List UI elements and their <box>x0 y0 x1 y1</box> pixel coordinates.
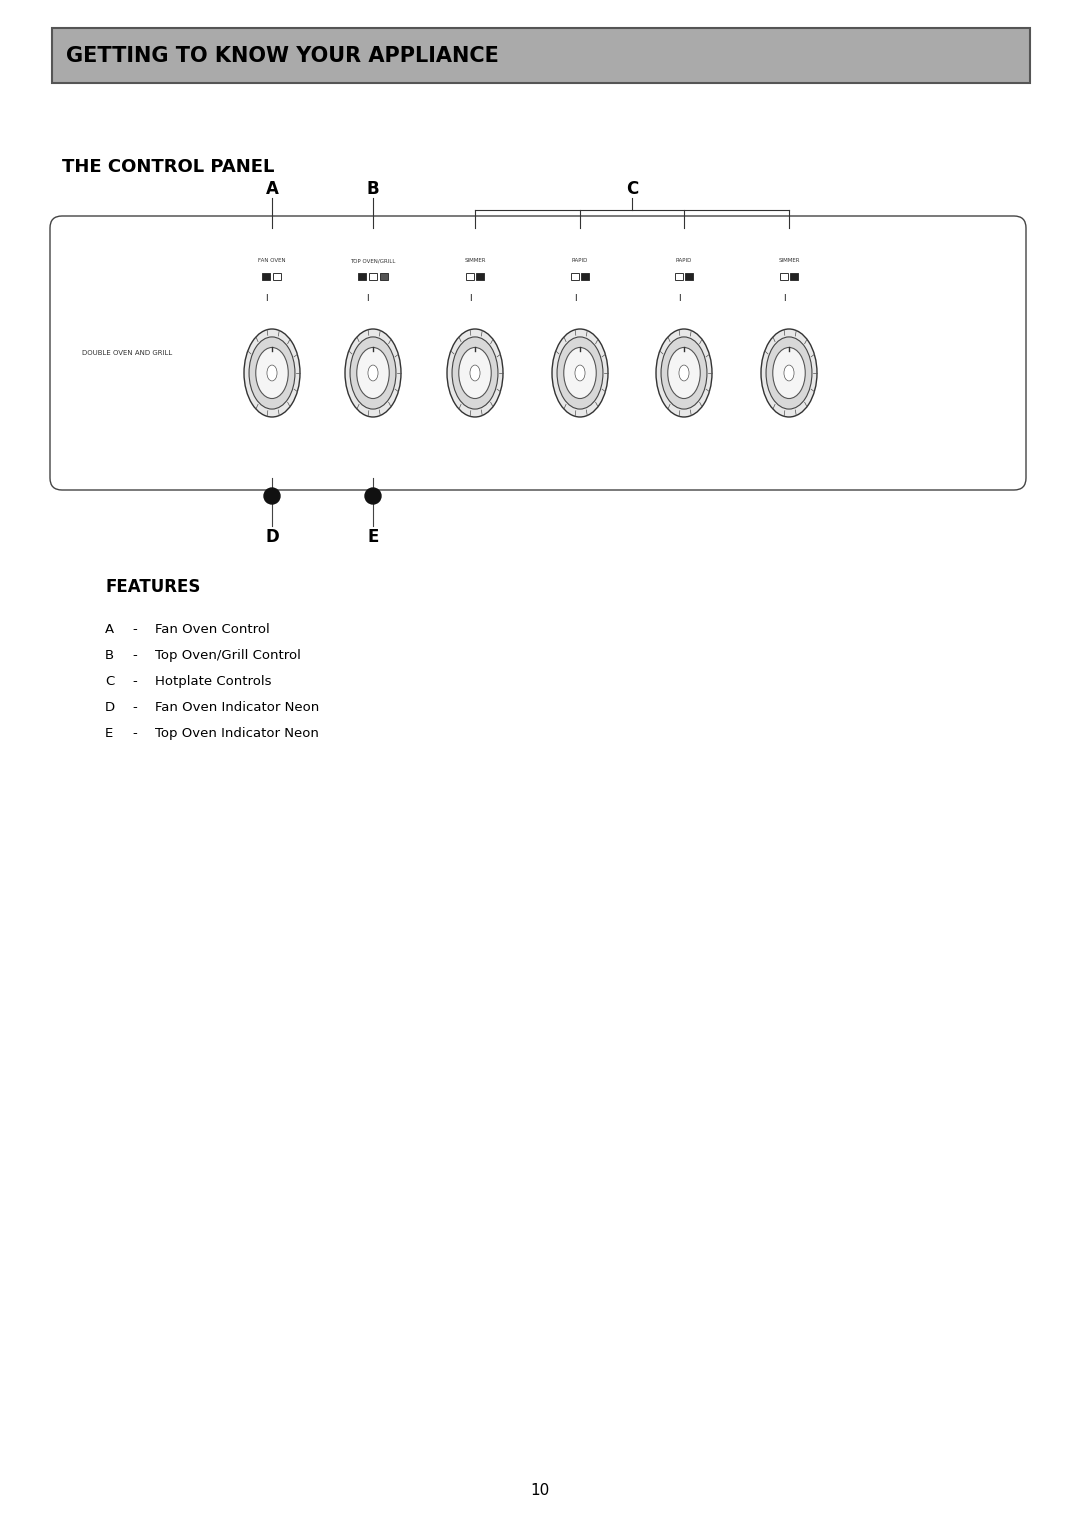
Text: Hotplate Controls: Hotplate Controls <box>156 675 271 688</box>
Text: TOP OVEN/GRILL: TOP OVEN/GRILL <box>350 258 395 263</box>
Text: -: - <box>132 701 137 714</box>
Bar <box>273 274 281 280</box>
Ellipse shape <box>773 347 806 399</box>
Text: Fan Oven Control: Fan Oven Control <box>156 623 270 636</box>
Circle shape <box>264 487 280 504</box>
Ellipse shape <box>575 365 585 380</box>
Circle shape <box>365 487 381 504</box>
Ellipse shape <box>679 365 689 380</box>
Text: GETTING TO KNOW YOUR APPLIANCE: GETTING TO KNOW YOUR APPLIANCE <box>66 46 499 66</box>
Ellipse shape <box>244 329 300 417</box>
Text: FAN OVEN: FAN OVEN <box>258 258 286 263</box>
Text: -: - <box>132 727 137 740</box>
Text: FEATURES: FEATURES <box>105 578 201 596</box>
Ellipse shape <box>557 336 603 410</box>
Text: B: B <box>105 649 114 662</box>
Text: C: C <box>626 180 638 199</box>
Bar <box>380 274 388 280</box>
Ellipse shape <box>470 365 480 380</box>
Bar <box>581 274 589 280</box>
Text: E: E <box>105 727 113 740</box>
Ellipse shape <box>356 347 389 399</box>
Text: THE CONTROL PANEL: THE CONTROL PANEL <box>62 157 274 176</box>
Text: E: E <box>367 529 379 545</box>
Bar <box>685 274 693 280</box>
Text: 10: 10 <box>530 1484 550 1497</box>
Text: D: D <box>265 529 279 545</box>
Text: Top Oven Indicator Neon: Top Oven Indicator Neon <box>156 727 319 740</box>
Ellipse shape <box>661 336 707 410</box>
Text: B: B <box>367 180 379 199</box>
Ellipse shape <box>656 329 712 417</box>
Ellipse shape <box>249 336 295 410</box>
Text: SIMMER: SIMMER <box>779 258 800 263</box>
Bar <box>465 274 474 280</box>
Text: D: D <box>105 701 116 714</box>
Text: I: I <box>783 293 785 303</box>
Text: I: I <box>469 293 471 303</box>
Text: I: I <box>265 293 268 303</box>
Text: A: A <box>105 623 114 636</box>
Ellipse shape <box>667 347 700 399</box>
Ellipse shape <box>368 365 378 380</box>
Ellipse shape <box>564 347 596 399</box>
Text: I: I <box>366 293 368 303</box>
Bar <box>571 274 579 280</box>
Text: -: - <box>132 675 137 688</box>
Ellipse shape <box>267 365 278 380</box>
Ellipse shape <box>552 329 608 417</box>
Bar <box>476 274 484 280</box>
Text: C: C <box>105 675 114 688</box>
Text: RAPID: RAPID <box>676 258 692 263</box>
Bar <box>369 274 377 280</box>
Text: A: A <box>266 180 279 199</box>
Text: RAPID: RAPID <box>571 258 589 263</box>
FancyBboxPatch shape <box>50 215 1026 490</box>
Ellipse shape <box>459 347 491 399</box>
Text: Top Oven/Grill Control: Top Oven/Grill Control <box>156 649 301 662</box>
Bar <box>789 274 798 280</box>
Text: DOUBLE OVEN AND GRILL: DOUBLE OVEN AND GRILL <box>82 350 172 356</box>
Ellipse shape <box>766 336 812 410</box>
Ellipse shape <box>350 336 396 410</box>
Text: -: - <box>132 623 137 636</box>
Ellipse shape <box>256 347 288 399</box>
Ellipse shape <box>345 329 401 417</box>
Ellipse shape <box>784 365 794 380</box>
Ellipse shape <box>447 329 503 417</box>
Bar <box>780 274 788 280</box>
Bar <box>359 274 366 280</box>
Ellipse shape <box>761 329 816 417</box>
Text: -: - <box>132 649 137 662</box>
Text: I: I <box>573 293 577 303</box>
Bar <box>262 274 270 280</box>
Text: Fan Oven Indicator Neon: Fan Oven Indicator Neon <box>156 701 320 714</box>
FancyBboxPatch shape <box>52 28 1030 83</box>
Text: SIMMER: SIMMER <box>464 258 486 263</box>
Bar <box>675 274 683 280</box>
Ellipse shape <box>453 336 498 410</box>
Text: I: I <box>678 293 680 303</box>
